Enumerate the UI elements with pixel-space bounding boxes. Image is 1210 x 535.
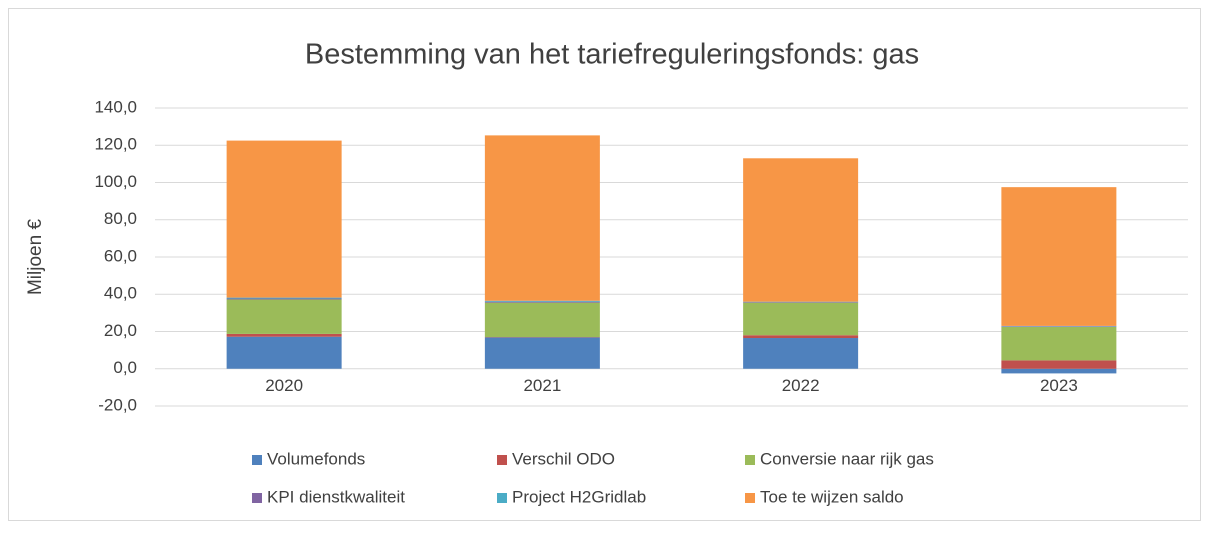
legend-label: Conversie naar rijk gas <box>760 449 934 468</box>
bar-segment <box>485 337 600 368</box>
y-tick-label: 20,0 <box>104 321 137 340</box>
y-tick-label: 60,0 <box>104 246 137 265</box>
bar-segment <box>743 335 858 338</box>
y-tick-label: 0,0 <box>113 358 137 377</box>
bar-segment <box>743 302 858 303</box>
legend-label: Verschil ODO <box>512 449 615 468</box>
bar-segment <box>227 334 342 337</box>
bar-segment <box>227 299 342 300</box>
bar-segment <box>227 298 342 299</box>
legend-swatch <box>745 493 755 503</box>
x-tick-label: 2022 <box>782 376 820 395</box>
bar-segment <box>743 158 858 301</box>
bar-segment <box>227 299 342 333</box>
legend-swatch <box>252 493 262 503</box>
y-axis-label: Miljoen € <box>25 219 46 295</box>
bar-segment <box>227 141 342 298</box>
legend-label: Volumefonds <box>267 449 365 468</box>
y-tick-label: 40,0 <box>104 284 137 303</box>
bar-segment <box>1001 369 1116 374</box>
bar-segment <box>227 337 342 369</box>
legend-label: KPI dienstkwaliteit <box>267 487 405 506</box>
legend-swatch <box>497 493 507 503</box>
x-tick-label: 2020 <box>265 376 303 395</box>
bar-segment <box>1001 187 1116 326</box>
x-tick-label: 2023 <box>1040 376 1078 395</box>
bar-segment <box>1001 326 1116 327</box>
bar-segment <box>485 135 600 300</box>
bar-segment <box>485 302 600 303</box>
legend-swatch <box>745 455 755 465</box>
legend-swatch <box>497 455 507 465</box>
bar-segment <box>1001 360 1116 368</box>
bar-segment <box>485 303 600 337</box>
y-tick-label: 140,0 <box>94 97 137 116</box>
y-tick-label: -20,0 <box>98 395 137 414</box>
bar-segment <box>485 301 600 302</box>
legend-swatch <box>252 455 262 465</box>
y-tick-label: 80,0 <box>104 209 137 228</box>
x-tick-label: 2021 <box>523 376 561 395</box>
y-tick-label: 120,0 <box>94 135 137 154</box>
bar-segment <box>1001 327 1116 361</box>
chart-title: Bestemming van het tariefreguleringsfond… <box>305 39 919 71</box>
legend-label: Toe te wijzen saldo <box>760 487 904 506</box>
bar-segment <box>743 338 858 369</box>
y-tick-label: 100,0 <box>94 172 137 191</box>
bar-segment <box>743 303 858 336</box>
legend-label: Project H2Gridlab <box>512 487 646 506</box>
